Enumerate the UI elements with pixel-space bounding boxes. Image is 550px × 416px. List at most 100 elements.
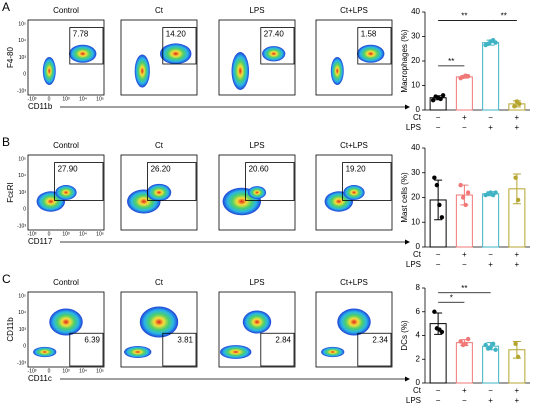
plot-title: Control xyxy=(53,141,79,150)
plot-title: LPS xyxy=(249,278,264,287)
data-point xyxy=(439,215,445,220)
gate-value: 7.78 xyxy=(73,30,89,39)
gate-value: 1.58 xyxy=(361,30,377,39)
gate xyxy=(54,162,104,201)
gate-value: 3.81 xyxy=(177,335,193,344)
density-blob xyxy=(262,46,286,62)
data-point xyxy=(488,345,493,350)
data-point xyxy=(465,73,471,79)
x-axis-label: CD11b xyxy=(28,102,53,111)
y-tick-label: 10⁵ xyxy=(18,156,26,162)
plot-frame xyxy=(218,154,296,231)
group-sign: − xyxy=(462,260,467,269)
data-point xyxy=(460,195,466,200)
group-sign: − xyxy=(462,123,467,132)
y-tick-label: 8 xyxy=(416,283,421,292)
group-sign: + xyxy=(515,113,520,122)
gate xyxy=(357,332,392,367)
density-blob xyxy=(42,56,56,86)
density-blob xyxy=(343,185,365,200)
y-tick-label: 2 xyxy=(416,354,421,363)
plot-title: Ct+LPS xyxy=(340,278,368,287)
gate xyxy=(260,332,295,367)
significance-label: ** xyxy=(461,12,467,21)
density-blob xyxy=(159,43,192,65)
gate-value: 26.20 xyxy=(151,165,172,174)
y-tick-label: 40 xyxy=(411,143,420,152)
significance-label: ** xyxy=(461,284,467,293)
density-blob xyxy=(69,44,97,63)
gate xyxy=(342,162,392,201)
arrow-head xyxy=(405,104,410,110)
y-tick-label: 20 xyxy=(411,56,420,65)
group-sign: − xyxy=(436,250,441,259)
x-tick-label: 10³ xyxy=(62,96,70,102)
x-tick-label: 10⁴ xyxy=(79,96,87,102)
data-point xyxy=(513,341,518,347)
data-point xyxy=(517,101,522,107)
bar xyxy=(482,193,500,248)
arrow-head xyxy=(405,239,410,245)
group-sign: + xyxy=(462,386,467,395)
y-tick-label: 10⁵ xyxy=(18,21,26,27)
y-tick-label: 6 xyxy=(416,307,421,316)
density-blob xyxy=(231,52,250,90)
panel-label: C xyxy=(2,272,11,286)
gate xyxy=(245,162,295,201)
group-sign: − xyxy=(462,396,467,405)
density-blob xyxy=(247,186,267,199)
y-tick-label: 0 xyxy=(416,242,421,251)
bar xyxy=(455,342,473,384)
data-point xyxy=(463,202,468,208)
y-tick-label: 10 xyxy=(411,81,420,90)
bar xyxy=(455,76,473,111)
density-blob xyxy=(49,308,83,336)
y-axis-label: Mast cells (%) xyxy=(400,172,409,223)
gate-value: 6.39 xyxy=(84,335,100,344)
x-tick-label: -10³ xyxy=(28,368,37,374)
data-point xyxy=(434,182,440,188)
data-point xyxy=(437,202,442,208)
row-label: Ct xyxy=(413,386,422,395)
group-sign: + xyxy=(488,123,493,132)
plot-frame xyxy=(120,19,198,96)
density-blob xyxy=(146,183,172,202)
group-sign: + xyxy=(515,250,520,259)
plot-title: Ct+LPS xyxy=(340,6,368,15)
gate-value: 2.34 xyxy=(372,335,388,344)
y-tick-label: 10³ xyxy=(19,55,27,61)
significance-label: ** xyxy=(448,57,454,66)
plot-frame xyxy=(27,291,105,368)
x-tick-label: -10³ xyxy=(28,231,37,237)
y-axis-label: Macrophages (%) xyxy=(400,29,409,92)
group-sign: − xyxy=(436,123,441,132)
significance-label: * xyxy=(450,293,453,302)
density-blob xyxy=(337,308,371,336)
y-tick-label: 0 xyxy=(23,72,26,78)
x-tick-label: 10⁴ xyxy=(79,368,87,374)
data-point xyxy=(512,104,517,109)
y-tick-label: 30 xyxy=(411,32,420,41)
y-tick-label: 30 xyxy=(411,168,420,177)
plot-title: LPS xyxy=(249,141,264,150)
gate xyxy=(260,27,295,65)
gate xyxy=(162,332,197,367)
gate xyxy=(69,27,104,65)
plot-frame xyxy=(27,19,105,96)
data-point xyxy=(465,190,471,195)
y-tick-label: 0 xyxy=(416,378,421,387)
data-point xyxy=(465,336,471,342)
row-label: Ct xyxy=(413,250,422,259)
gate xyxy=(162,27,197,65)
x-axis-label: CD11c xyxy=(28,374,52,383)
y-tick-label: 4 xyxy=(416,331,421,340)
gate-value: 20.60 xyxy=(249,165,270,174)
plot-title: Ct+LPS xyxy=(340,141,368,150)
group-sign: + xyxy=(488,396,493,405)
plot-frame xyxy=(315,19,393,96)
density-blob xyxy=(330,56,344,86)
group-sign: + xyxy=(515,396,520,405)
gate-value: 2.84 xyxy=(275,335,291,344)
data-point xyxy=(458,182,463,188)
